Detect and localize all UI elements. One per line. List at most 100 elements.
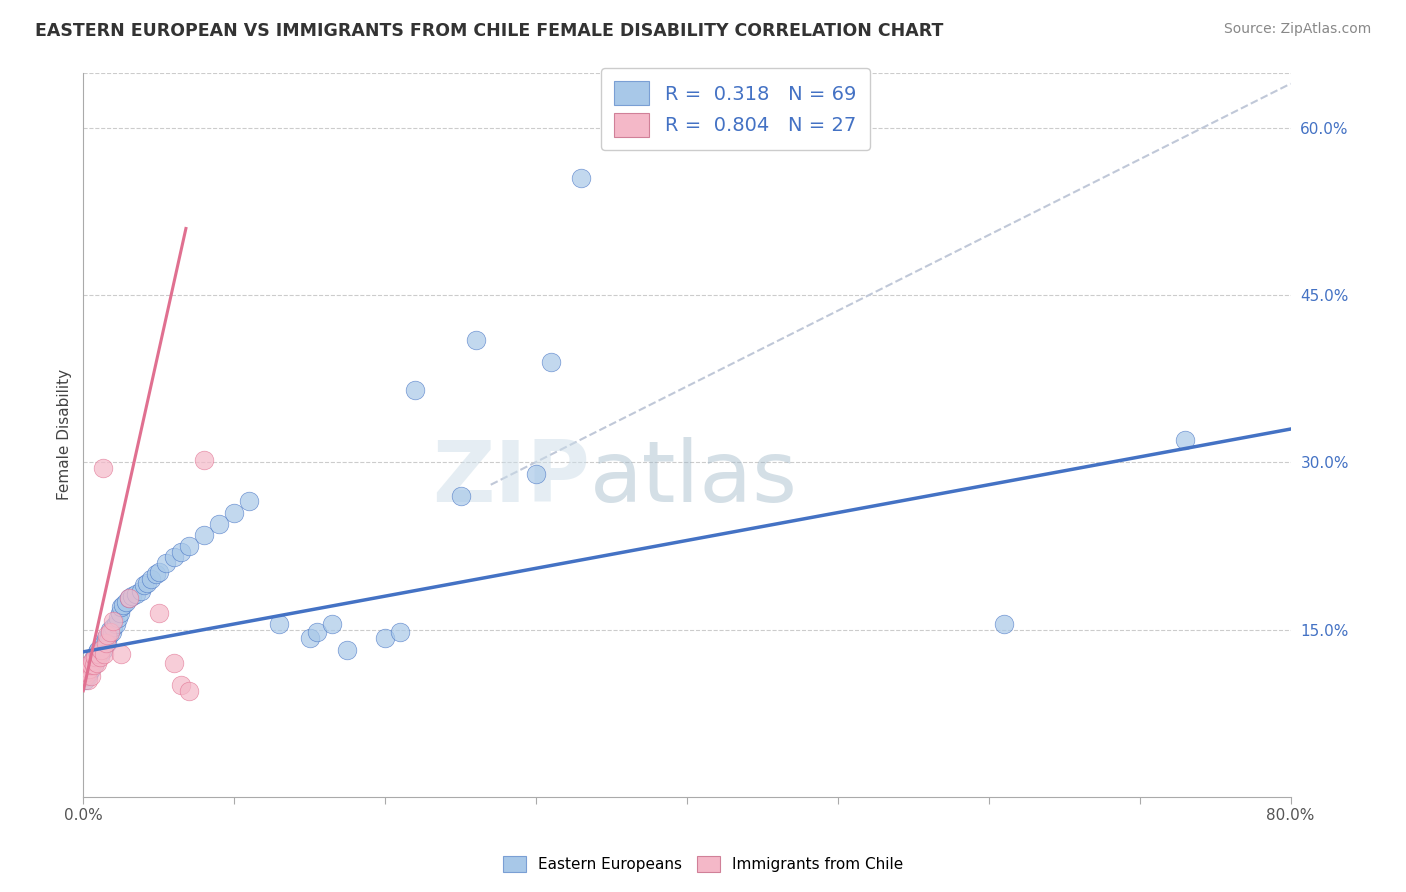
Point: [145, 566, 167, 581]
Point: [193, 528, 215, 542]
Point: [75, 665, 97, 679]
Point: [163, 550, 186, 565]
Point: [94, 632, 117, 646]
Point: [91, 461, 114, 475]
Point: [87, 647, 110, 661]
Point: [94, 636, 117, 650]
Point: [73, 673, 96, 687]
Point: [540, 355, 562, 369]
Text: Source: ZipAtlas.com: Source: ZipAtlas.com: [1223, 22, 1371, 37]
Point: [82, 654, 104, 668]
Point: [524, 467, 547, 481]
Point: [1174, 433, 1197, 447]
Point: [82, 656, 104, 670]
Point: [336, 642, 359, 657]
Point: [80, 656, 103, 670]
Point: [321, 617, 343, 632]
Point: [100, 624, 122, 639]
Point: [90, 641, 112, 656]
Point: [170, 544, 193, 558]
Legend: R =  0.318   N = 69, R =  0.804   N = 27: R = 0.318 N = 69, R = 0.804 N = 27: [600, 68, 870, 150]
Point: [208, 516, 231, 531]
Point: [84, 656, 107, 670]
Point: [89, 647, 111, 661]
Point: [96, 636, 118, 650]
Point: [193, 453, 215, 467]
Point: [84, 650, 107, 665]
Point: [107, 611, 129, 625]
Point: [87, 642, 110, 657]
Point: [569, 171, 592, 186]
Point: [103, 620, 125, 634]
Point: [110, 647, 132, 661]
Point: [87, 647, 110, 661]
Point: [129, 583, 152, 598]
Point: [117, 591, 139, 606]
Text: EASTERN EUROPEAN VS IMMIGRANTS FROM CHILE FEMALE DISABILITY CORRELATION CHART: EASTERN EUROPEAN VS IMMIGRANTS FROM CHIL…: [35, 22, 943, 40]
Point: [76, 662, 98, 676]
Point: [97, 628, 120, 642]
Point: [93, 647, 115, 661]
Point: [86, 647, 108, 661]
Point: [76, 669, 98, 683]
Point: [80, 662, 103, 676]
Point: [298, 632, 321, 646]
Point: [83, 654, 105, 668]
Point: [155, 556, 177, 570]
Point: [96, 628, 118, 642]
Point: [82, 658, 104, 673]
Point: [84, 650, 107, 665]
Point: [389, 624, 412, 639]
Point: [79, 665, 101, 679]
Point: [76, 673, 98, 687]
Point: [80, 658, 103, 673]
Point: [170, 678, 193, 692]
Point: [404, 383, 426, 397]
Point: [93, 636, 115, 650]
Point: [86, 656, 108, 670]
Point: [90, 642, 112, 657]
Point: [148, 606, 170, 620]
Point: [91, 642, 114, 657]
Point: [993, 617, 1015, 632]
Point: [83, 650, 105, 665]
Point: [76, 667, 98, 681]
Point: [75, 669, 97, 683]
Point: [108, 606, 131, 620]
Point: [79, 662, 101, 676]
Point: [132, 578, 155, 592]
Point: [86, 645, 108, 659]
Point: [224, 506, 246, 520]
Point: [238, 494, 260, 508]
Point: [75, 665, 97, 679]
Text: atlas: atlas: [591, 436, 799, 519]
Point: [80, 669, 103, 683]
Point: [105, 617, 128, 632]
Point: [121, 589, 143, 603]
Y-axis label: Female Disability: Female Disability: [58, 369, 72, 500]
Point: [111, 598, 134, 612]
Point: [177, 539, 200, 553]
Point: [76, 658, 98, 673]
Point: [269, 617, 291, 632]
Point: [103, 614, 125, 628]
Text: ZIP: ZIP: [433, 436, 591, 519]
Point: [117, 591, 139, 606]
Point: [110, 600, 132, 615]
Point: [89, 650, 111, 665]
Point: [80, 658, 103, 673]
Point: [125, 587, 148, 601]
Point: [73, 669, 96, 683]
Point: [114, 595, 136, 609]
Point: [100, 623, 122, 637]
Point: [450, 489, 472, 503]
Point: [148, 565, 170, 579]
Point: [163, 656, 186, 670]
Point: [177, 683, 200, 698]
Point: [141, 573, 163, 587]
Point: [307, 624, 329, 639]
Point: [135, 575, 157, 590]
Legend: Eastern Europeans, Immigrants from Chile: Eastern Europeans, Immigrants from Chile: [495, 848, 911, 880]
Point: [101, 624, 124, 639]
Point: [464, 333, 486, 347]
